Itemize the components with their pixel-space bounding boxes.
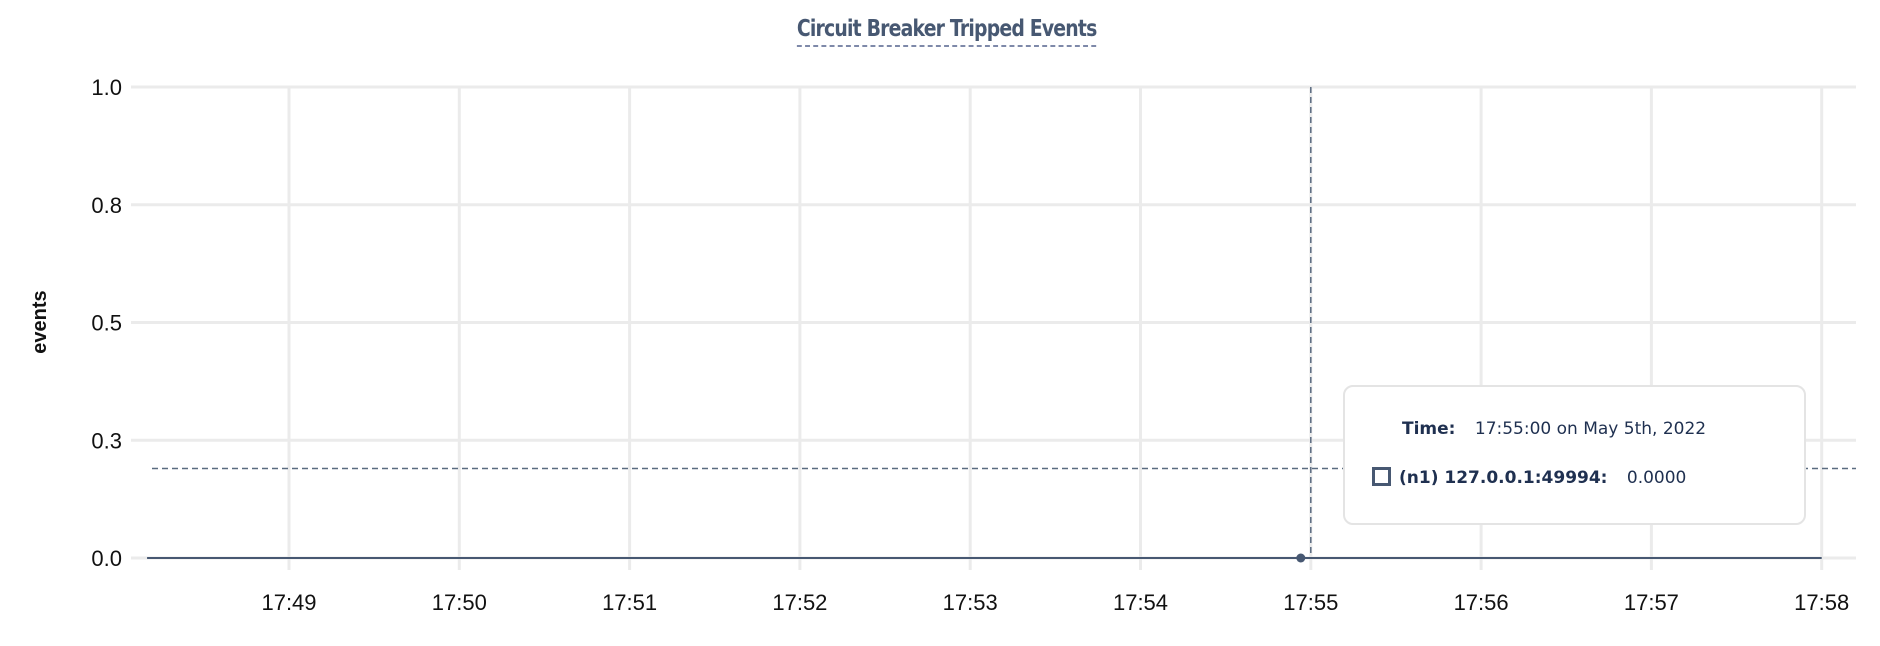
y-tick-label: 0.5: [91, 311, 122, 336]
x-tick-label: 17:55: [1283, 590, 1338, 615]
x-tick-label: 17:51: [602, 590, 657, 615]
x-tick-label: 17:57: [1624, 590, 1679, 615]
x-tick-label: 17:58: [1794, 590, 1849, 615]
x-tick-label: 17:50: [432, 590, 487, 615]
y-tick-label: 1.0: [91, 75, 122, 100]
x-tick-label: 17:53: [943, 590, 998, 615]
x-tick-label: 17:56: [1454, 590, 1509, 615]
y-tick-label: 0.0: [91, 546, 122, 571]
chart-title: Circuit Breaker Tripped Events: [0, 16, 1880, 47]
y-tick-label: 0.8: [91, 193, 122, 218]
tooltip-time-value: 17:55:00 on May 5th, 2022: [1474, 419, 1707, 439]
tooltip: Time: 17:55:00 on May 5th, 2022 (n1) 127…: [1343, 385, 1806, 525]
y-axis-label: events: [29, 290, 51, 353]
series-swatch-icon: [1372, 467, 1391, 486]
tooltip-series-label: (n1) 127.0.0.1:49994:: [1399, 468, 1608, 488]
x-tick-label: 17:54: [1113, 590, 1168, 615]
x-tick-label: 17:49: [261, 590, 316, 615]
x-tick-label: 17:52: [772, 590, 827, 615]
y-tick-label: 0.3: [91, 428, 122, 453]
hover-point: [1296, 553, 1306, 563]
tooltip-time-label: Time:: [1402, 419, 1456, 439]
tooltip-series-value: 0.0000: [1626, 468, 1687, 488]
